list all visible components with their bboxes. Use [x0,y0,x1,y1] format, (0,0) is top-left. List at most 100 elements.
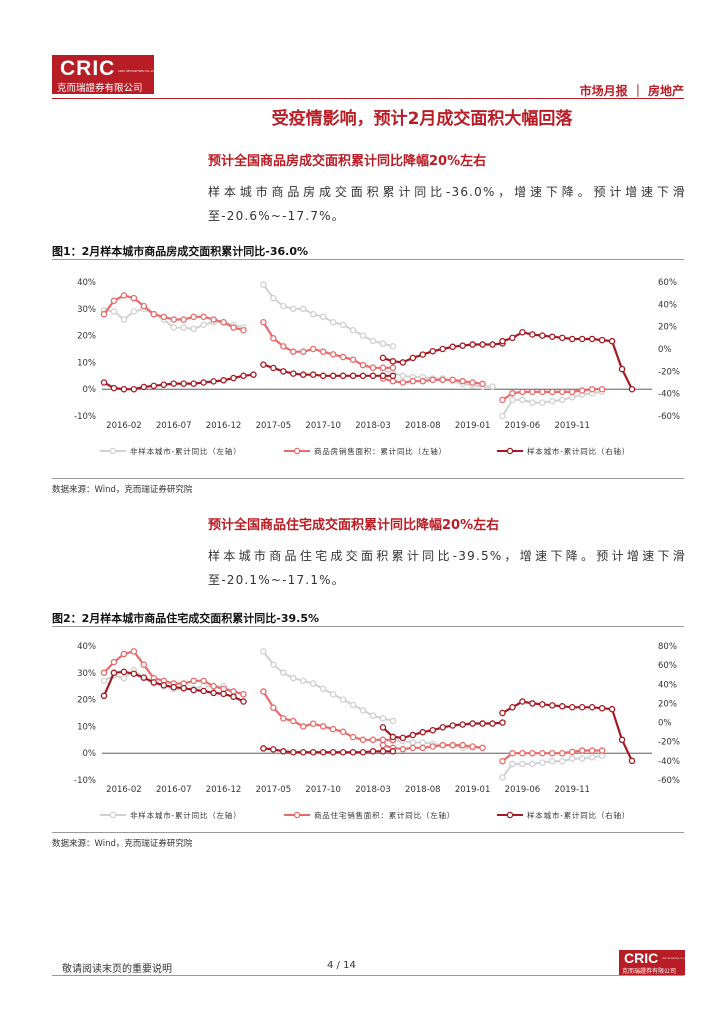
right-tick-label: 20% [658,323,677,333]
data-point-2 [449,343,456,351]
data-point-1 [240,326,247,334]
data-point-0 [180,324,187,331]
data-point-2 [200,687,207,695]
data-point-2 [519,329,526,336]
data-point-0 [499,412,506,420]
x-tick-label: 2016-12 [206,785,242,795]
data-point-2 [339,372,347,380]
data-point-2 [389,372,397,380]
right-tick-label: 20% [658,699,677,709]
data-point-1 [469,379,476,386]
data-point-2 [230,693,237,700]
data-point-0 [329,690,337,698]
data-point-1 [549,388,556,396]
data-point-2 [419,351,427,358]
data-point-1 [329,351,337,358]
data-point-2 [319,748,327,756]
data-point-1 [578,387,586,394]
data-point-2 [280,748,287,755]
left-tick-label: -10% [74,776,96,786]
data-point-2 [459,342,466,349]
data-point-2 [260,745,267,752]
data-point-0 [290,674,297,682]
data-point-2 [369,372,377,380]
data-point-0 [409,739,417,746]
data-point-2 [359,748,367,756]
data-point-0 [539,759,546,766]
brand-logo: CRIC CRIC SECURITIES CO.,LTD 克而瑞證券有限公司 [52,55,157,94]
data-point-2 [608,337,616,345]
data-point-0 [200,321,207,329]
data-point-0 [519,760,526,768]
footer-divider [52,975,684,976]
footer-logo-chinese-name: 克而瑞證券有限公司 [622,968,677,975]
data-point-0 [339,696,347,703]
data-point-2 [439,724,446,731]
data-point-1 [439,741,446,749]
data-point-2 [539,701,546,708]
data-point-2 [290,370,297,377]
x-tick-label: 2016-07 [156,421,192,431]
data-point-2 [260,361,267,368]
section1-subhead: 预计全国商品房成交面积累计同比降幅20%左右 [208,154,487,169]
right-tick-label: -40% [658,757,680,767]
data-point-2 [150,679,158,686]
data-point-0 [359,332,367,339]
legend-swatch-marker [506,811,514,819]
data-point-1 [439,376,446,384]
data-point-2 [379,748,387,755]
data-point-1 [309,720,317,727]
section2-paragraph: 样本城市商品住宅成交面积累计同比-39.5%，增速下降。预计增速下滑至-20.1… [208,549,686,587]
data-point-0 [319,685,327,693]
data-point-1 [339,728,347,736]
data-point-2 [270,364,277,372]
data-point-0 [190,325,197,333]
data-point-0 [120,674,128,682]
x-tick-label: 2019-11 [554,421,590,431]
data-point-0 [110,308,118,315]
right-tick-label: 60% [658,278,677,288]
footer-logo: CRIC CRIC SECURITIES CO.,LTD 克而瑞證券有限公司 [619,950,688,975]
data-point-0 [379,715,387,722]
data-point-1 [220,318,227,326]
data-point-1 [539,749,546,757]
data-point-2 [469,341,476,348]
data-point-1 [299,723,307,730]
data-point-2 [499,719,506,726]
data-point-2 [290,748,297,756]
data-point-0 [419,739,427,746]
data-point-1 [200,677,207,685]
data-point-2 [160,381,168,388]
x-tick-label: 2017-05 [256,785,292,795]
data-point-1 [559,749,566,757]
data-point-2 [220,377,227,384]
data-point-2 [180,380,187,387]
data-point-2 [329,372,337,380]
data-point-1 [130,294,138,302]
data-point-1 [160,313,168,321]
data-point-2 [598,336,606,344]
series-line-2 [103,373,254,391]
data-point-2 [618,736,626,744]
data-point-0 [568,393,576,401]
data-point-2 [329,748,337,756]
data-point-2 [130,385,138,393]
data-point-1 [280,343,287,350]
data-point-1 [319,348,327,355]
data-point-1 [509,749,516,757]
x-tick-label: 2016-02 [106,785,142,795]
data-point-0 [309,310,317,318]
data-point-2 [160,681,168,689]
data-point-1 [349,356,357,363]
data-point-0 [369,337,377,345]
legend-label: 商品房销售面积：累计同比（左轴） [314,446,447,456]
data-point-0 [578,755,586,762]
data-point-2 [299,748,307,756]
left-tick-label: 30% [77,305,96,315]
data-point-2 [170,380,177,387]
data-point-1 [429,376,437,384]
legend-label: 样本城市-累计同比（右轴） [527,446,630,456]
logo-subtext: CRIC SECURITIES CO.,LTD [118,69,157,73]
data-point-1 [459,377,466,385]
right-tick-label: 0% [658,345,672,355]
